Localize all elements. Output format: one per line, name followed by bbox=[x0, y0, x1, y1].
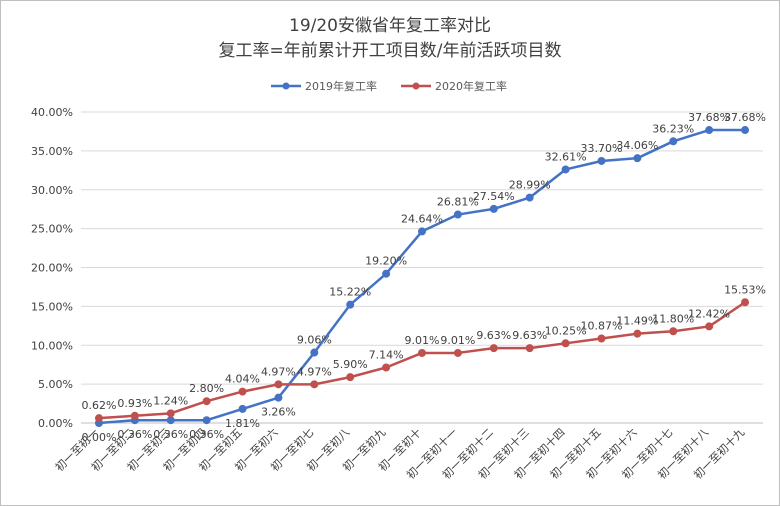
y-tick-label: 25.00% bbox=[31, 223, 73, 236]
data-label: 0.62% bbox=[81, 399, 116, 412]
data-label: 1.81% bbox=[225, 417, 260, 430]
data-label: 9.01% bbox=[440, 334, 475, 347]
data-point bbox=[275, 381, 282, 388]
data-label: 3.26% bbox=[261, 406, 296, 419]
data-label: 4.04% bbox=[225, 373, 260, 386]
data-label: 12.42% bbox=[688, 307, 730, 320]
data-point bbox=[706, 323, 713, 330]
data-point bbox=[598, 335, 605, 342]
legend: 2019年复工率 2020年复工率 bbox=[271, 79, 507, 93]
data-point bbox=[490, 205, 497, 212]
data-label: 2.80% bbox=[189, 382, 224, 395]
legend-label-2019: 2019年复工率 bbox=[305, 79, 377, 93]
data-label: 19.20% bbox=[365, 255, 407, 268]
data-point bbox=[383, 270, 390, 277]
data-label: 0.36% bbox=[117, 428, 152, 441]
series-line-0 bbox=[99, 130, 745, 423]
y-tick-label: 30.00% bbox=[31, 184, 73, 197]
legend-marker-2019 bbox=[283, 83, 290, 90]
gridlines bbox=[81, 112, 763, 423]
legend-item-2019: 2019年复工率 bbox=[271, 79, 377, 93]
y-tick-label: 0.00% bbox=[38, 417, 73, 430]
data-point bbox=[526, 345, 533, 352]
data-point bbox=[670, 328, 677, 335]
data-point bbox=[95, 415, 102, 422]
chart-title: 19/20安徽省年复工率对比 bbox=[289, 16, 491, 36]
data-point bbox=[203, 417, 210, 424]
data-label: 4.97% bbox=[261, 365, 296, 378]
data-point bbox=[670, 138, 677, 145]
data-point bbox=[742, 299, 749, 306]
data-label: 37.68% bbox=[724, 111, 766, 124]
y-tick-label: 40.00% bbox=[31, 106, 73, 119]
data-point bbox=[203, 398, 210, 405]
data-point bbox=[383, 364, 390, 371]
data-point bbox=[634, 155, 641, 162]
data-point bbox=[742, 127, 749, 134]
data-label: 9.63% bbox=[512, 329, 547, 342]
data-label: 7.14% bbox=[369, 348, 404, 361]
data-point bbox=[454, 349, 461, 356]
data-point bbox=[562, 340, 569, 347]
data-point bbox=[167, 417, 174, 424]
data-point bbox=[131, 412, 138, 419]
data-label: 28.99% bbox=[509, 179, 551, 192]
data-label: 27.54% bbox=[473, 190, 515, 203]
data-label: 0.36% bbox=[189, 428, 224, 441]
legend-label-2020: 2020年复工率 bbox=[435, 79, 507, 93]
data-label: 36.23% bbox=[652, 122, 694, 135]
data-labels: 0.00% 0.36% 0.36% 0.36%1.81%3.26%9.06%15.22… bbox=[81, 111, 766, 444]
data-point bbox=[239, 405, 246, 412]
data-point bbox=[526, 194, 533, 201]
legend-marker-2020 bbox=[413, 83, 420, 90]
data-point bbox=[454, 211, 461, 218]
data-point bbox=[706, 127, 713, 134]
data-label: 0.36% bbox=[153, 428, 188, 441]
data-label: 24.64% bbox=[401, 212, 443, 225]
data-label: 0.00% bbox=[81, 431, 116, 444]
data-label: 9.06% bbox=[297, 334, 332, 347]
data-point bbox=[419, 228, 426, 235]
chart-subtitle: 复工率=年前累计开工项目数/年前活跃项目数 bbox=[219, 41, 562, 61]
data-label: 15.53% bbox=[724, 283, 766, 296]
data-point bbox=[167, 410, 174, 417]
data-point bbox=[419, 349, 426, 356]
data-point bbox=[347, 374, 354, 381]
data-point bbox=[347, 301, 354, 308]
y-tick-label: 15.00% bbox=[31, 300, 73, 313]
y-tick-label: 10.00% bbox=[31, 339, 73, 352]
data-point bbox=[311, 349, 318, 356]
data-label: 0.93% bbox=[117, 397, 152, 410]
data-point bbox=[598, 157, 605, 164]
data-label: 15.22% bbox=[329, 286, 371, 299]
data-label: 1.24% bbox=[153, 394, 188, 407]
y-axis: 0.00% 5.00% 10.00% 15.00% 20.00% 25.00% 30.00%… bbox=[31, 106, 73, 430]
data-label: 4.97% bbox=[297, 365, 332, 378]
data-label: 9.01% bbox=[405, 334, 440, 347]
y-tick-label: 5.00% bbox=[38, 378, 73, 391]
data-point bbox=[239, 388, 246, 395]
data-point bbox=[490, 345, 497, 352]
y-tick-label: 20.00% bbox=[31, 262, 73, 275]
data-label: 34.06% bbox=[616, 139, 658, 152]
data-label: 9.63% bbox=[476, 329, 511, 342]
data-point bbox=[275, 394, 282, 401]
legend-item-2020: 2020年复工率 bbox=[401, 79, 507, 93]
data-label: 5.90% bbox=[333, 358, 368, 371]
data-point bbox=[562, 166, 569, 173]
y-tick-label: 35.00% bbox=[31, 145, 73, 158]
data-point bbox=[634, 330, 641, 337]
data-point bbox=[311, 381, 318, 388]
